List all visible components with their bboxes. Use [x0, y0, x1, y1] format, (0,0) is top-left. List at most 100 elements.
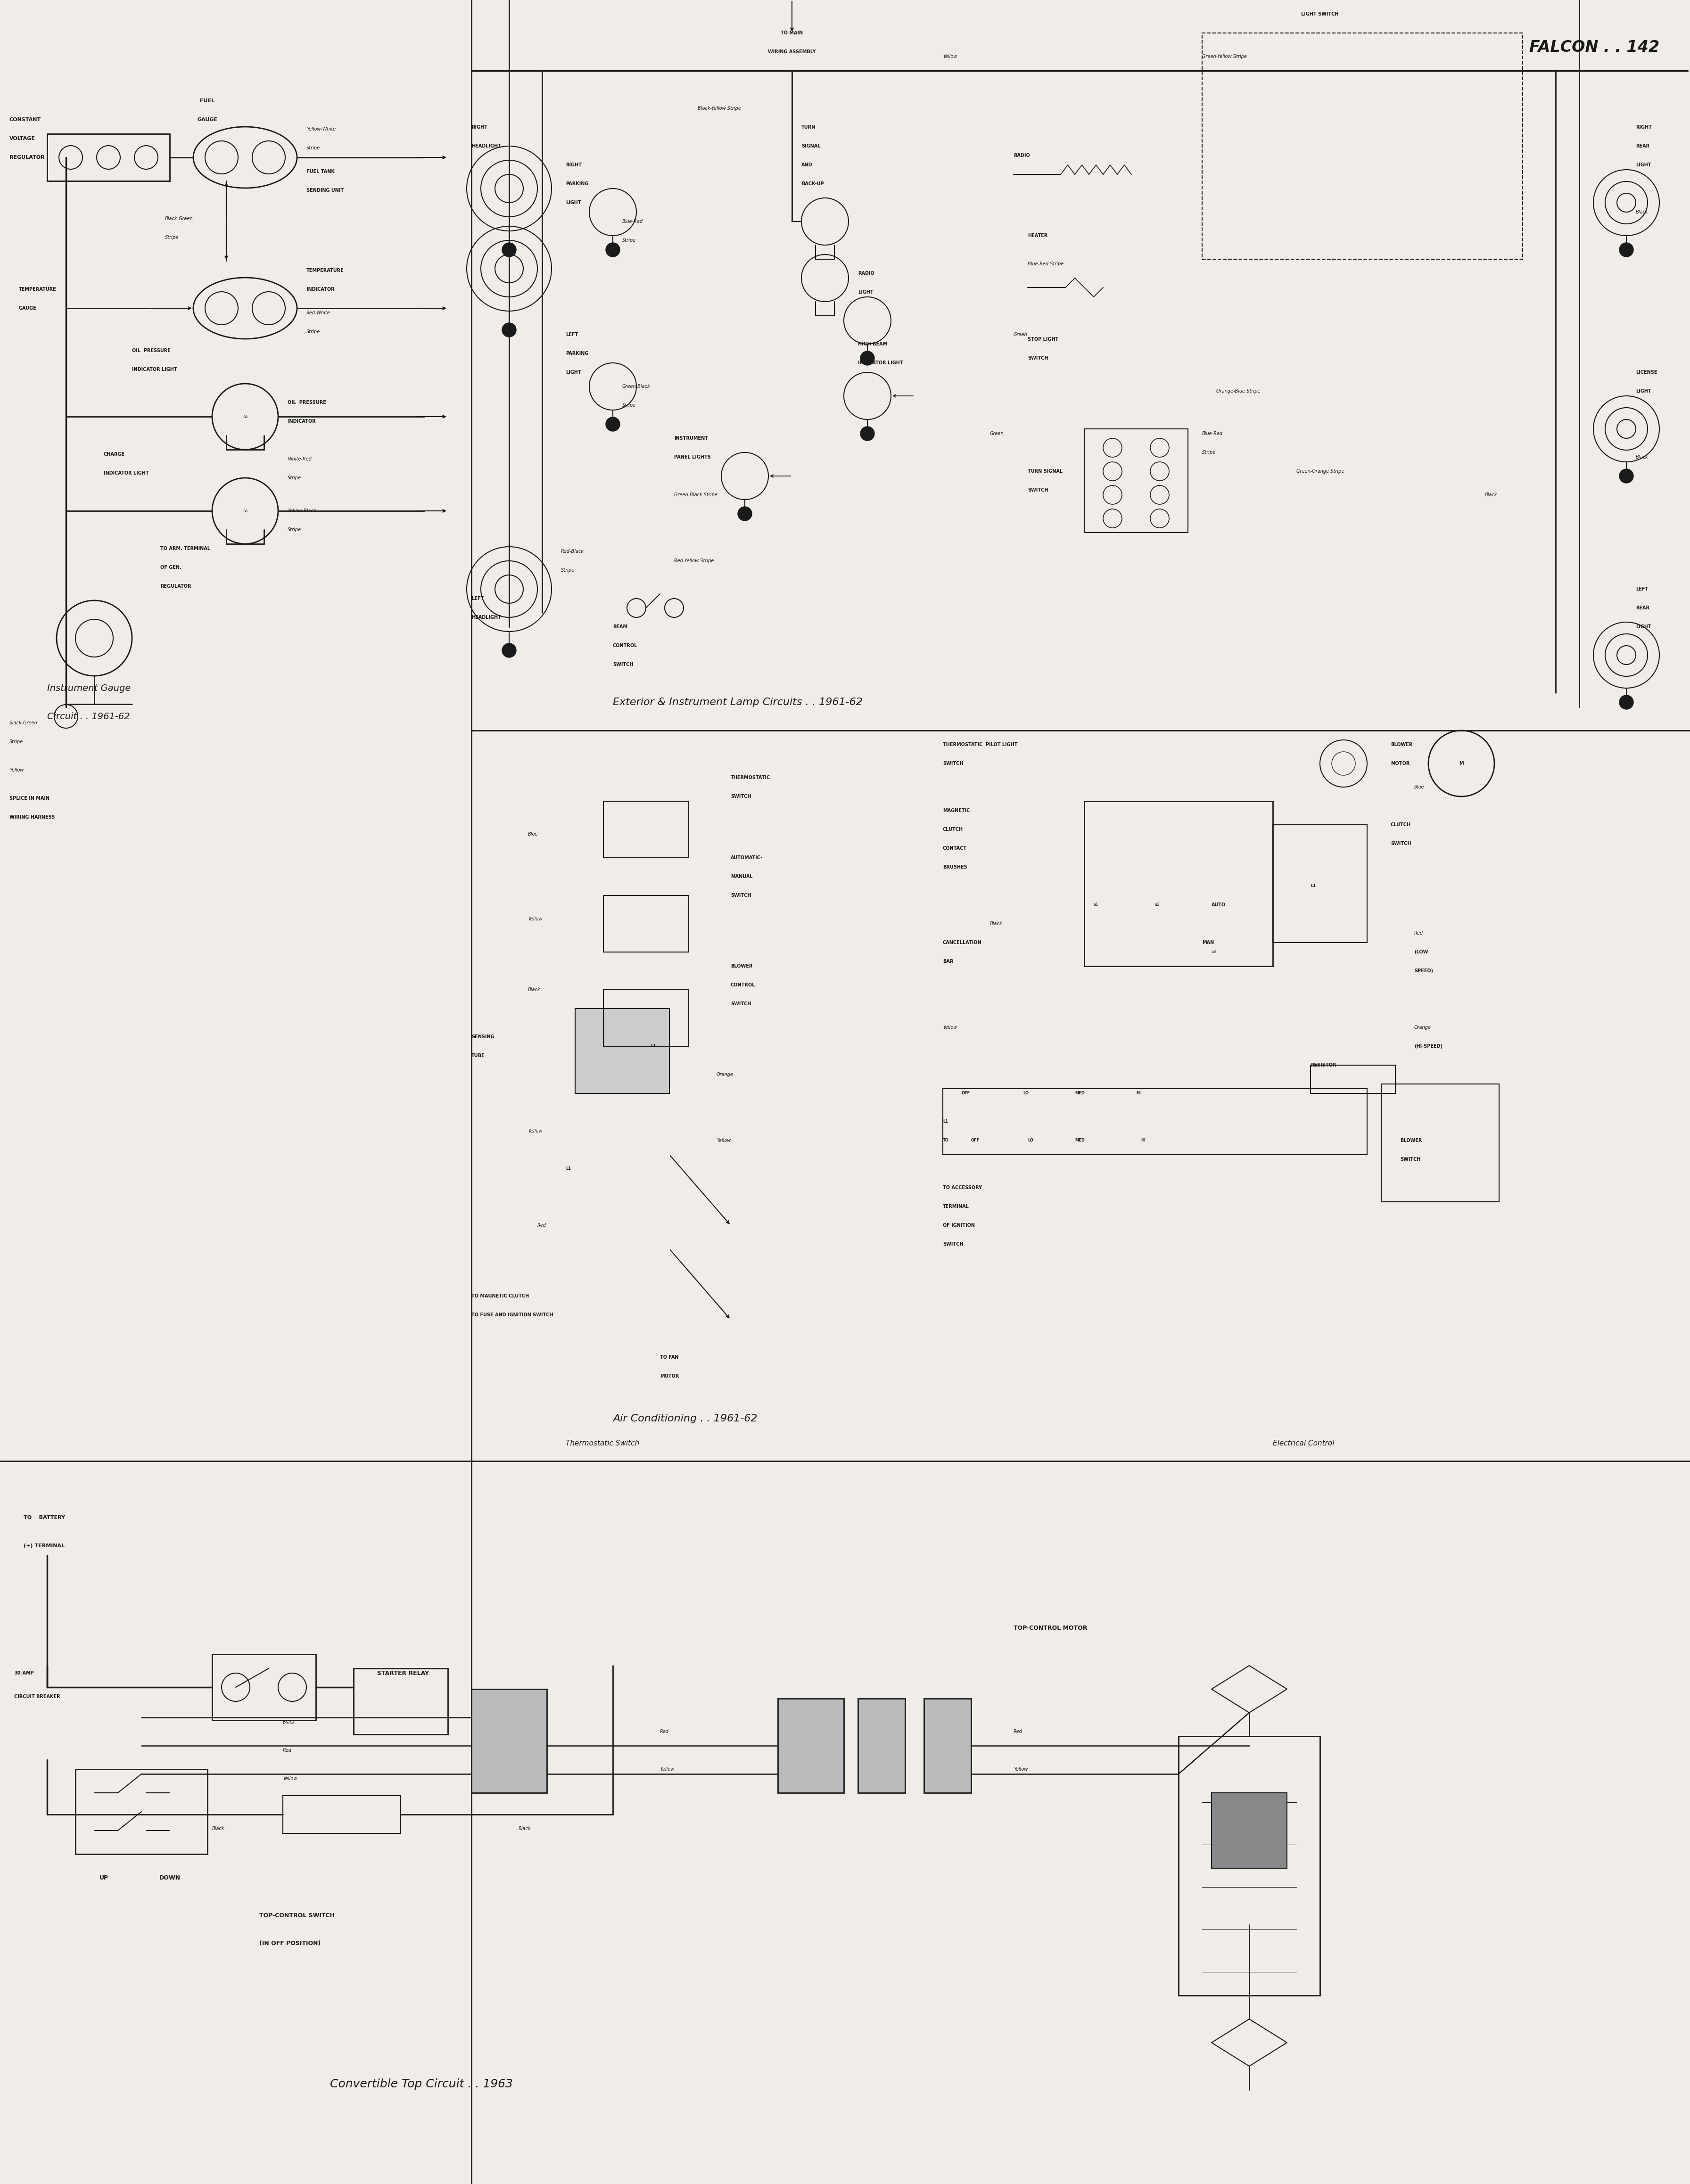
Text: RADIO: RADIO — [1014, 153, 1029, 157]
Text: Red: Red — [661, 1730, 669, 1734]
Text: CANCELLATION: CANCELLATION — [943, 941, 982, 946]
Text: OFF: OFF — [962, 1092, 970, 1096]
Circle shape — [502, 242, 515, 258]
Text: Green-Black: Green-Black — [622, 384, 651, 389]
Text: CONTACT: CONTACT — [943, 845, 967, 852]
Text: Yellow: Yellow — [10, 769, 24, 773]
Text: Yellow: Yellow — [527, 917, 542, 922]
Text: TURN: TURN — [801, 124, 816, 129]
Bar — [1310, 1066, 1396, 1094]
Bar — [575, 1009, 669, 1094]
Text: HEATER: HEATER — [1028, 234, 1048, 238]
Text: STARTER RELAY: STARTER RELAY — [377, 1671, 429, 1675]
Bar — [1381, 1083, 1499, 1201]
Text: LO: LO — [1022, 1092, 1029, 1096]
Text: HI: HI — [1141, 1138, 1146, 1142]
Text: Convertible Top Circuit . . 1963: Convertible Top Circuit . . 1963 — [330, 2079, 512, 2090]
Text: FUEL TANK: FUEL TANK — [306, 168, 335, 175]
Text: MED: MED — [1075, 1092, 1085, 1096]
Text: TO MAIN: TO MAIN — [781, 31, 803, 35]
Text: Stripe: Stripe — [561, 568, 575, 572]
Text: Black: Black — [1636, 454, 1648, 459]
Text: LO: LO — [1028, 1138, 1033, 1142]
Text: Stripe: Stripe — [622, 404, 635, 408]
Text: INDICATOR: INDICATOR — [287, 419, 316, 424]
Text: Red: Red — [537, 1223, 546, 1227]
Text: TO FAN: TO FAN — [661, 1354, 679, 1361]
Bar — [1273, 826, 1367, 943]
Text: INDICATOR LIGHT: INDICATOR LIGHT — [132, 367, 177, 371]
Text: TO ACCESSORY: TO ACCESSORY — [943, 1186, 982, 1190]
Text: HEADLIGHT: HEADLIGHT — [472, 144, 500, 149]
Text: AUTOMATIC-: AUTOMATIC- — [730, 856, 762, 860]
Text: Black: Black — [527, 987, 541, 992]
Text: L1: L1 — [1310, 885, 1317, 889]
Text: a2: a2 — [1154, 902, 1159, 906]
Text: SWITCH: SWITCH — [943, 762, 963, 767]
Text: Yellow: Yellow — [527, 1129, 542, 1133]
Text: SWITCH: SWITCH — [613, 662, 634, 666]
Text: PARKING: PARKING — [566, 352, 588, 356]
Text: TO ARM. TERMINAL: TO ARM. TERMINAL — [161, 546, 210, 550]
Text: CHARGE: CHARGE — [103, 452, 125, 456]
Text: Green-Orange Stripe: Green-Orange Stripe — [1296, 470, 1344, 474]
Text: RIGHT: RIGHT — [1636, 124, 1651, 129]
Text: (IN OFF POSITION): (IN OFF POSITION) — [259, 1942, 321, 1946]
Text: Black-Green: Black-Green — [166, 216, 193, 221]
Text: REAR: REAR — [1636, 605, 1649, 609]
Text: THERMOSTATIC  PILOT LIGHT: THERMOSTATIC PILOT LIGHT — [943, 743, 1017, 747]
Text: OF IGNITION: OF IGNITION — [943, 1223, 975, 1227]
Text: Stripe: Stripe — [287, 526, 301, 533]
Text: LIGHT: LIGHT — [859, 290, 874, 295]
Bar — [47, 133, 169, 181]
Text: Black-Green: Black-Green — [10, 721, 37, 725]
Text: OIL  PRESSURE: OIL PRESSURE — [287, 400, 326, 404]
Text: Yellow: Yellow — [661, 1767, 674, 1771]
Text: PARKING: PARKING — [566, 181, 588, 186]
Circle shape — [502, 323, 515, 336]
Text: AUTO: AUTO — [1212, 902, 1225, 906]
Text: SWITCH: SWITCH — [1399, 1158, 1421, 1162]
Text: TEMPERATURE: TEMPERATURE — [19, 286, 56, 293]
Text: Yellow-White: Yellow-White — [306, 127, 336, 131]
Text: CIRCUIT BREAKER: CIRCUIT BREAKER — [14, 1695, 61, 1699]
Text: FUEL: FUEL — [199, 98, 215, 103]
Text: Black: Black — [519, 1826, 531, 1830]
Text: Red-Yellow Stripe: Red-Yellow Stripe — [674, 559, 713, 563]
Text: BLOWER: BLOWER — [730, 963, 752, 968]
Text: SPLICE IN MAIN: SPLICE IN MAIN — [10, 795, 49, 802]
Bar — [282, 1795, 401, 1832]
Text: MOTOR: MOTOR — [661, 1374, 679, 1378]
Text: TURN SIGNAL: TURN SIGNAL — [1028, 470, 1063, 474]
Bar — [213, 1653, 316, 1721]
Text: CONTROL: CONTROL — [730, 983, 755, 987]
Text: TO FUSE AND IGNITION SWITCH: TO FUSE AND IGNITION SWITCH — [472, 1313, 553, 1317]
Text: BAR: BAR — [943, 959, 953, 963]
Text: SWITCH: SWITCH — [943, 1243, 963, 1247]
Text: TO    BATTERY: TO BATTERY — [24, 1516, 64, 1520]
Text: DOWN: DOWN — [159, 1874, 181, 1880]
Text: ω: ω — [243, 415, 247, 419]
Text: Black: Black — [1486, 494, 1497, 498]
Text: LIGHT: LIGHT — [1636, 162, 1651, 168]
Text: INDICATOR LIGHT: INDICATOR LIGHT — [103, 472, 149, 476]
Text: Red: Red — [282, 1747, 292, 1754]
Text: L1: L1 — [651, 1044, 656, 1048]
Text: INDICATOR: INDICATOR — [306, 286, 335, 293]
Circle shape — [1619, 242, 1634, 258]
Text: TUBE: TUBE — [472, 1053, 485, 1057]
Text: LEFT: LEFT — [472, 596, 483, 601]
Text: CLUTCH: CLUTCH — [943, 828, 963, 832]
Text: Stripe: Stripe — [10, 740, 24, 745]
Text: SIGNAL: SIGNAL — [801, 144, 820, 149]
Text: HIGH BEAM: HIGH BEAM — [859, 341, 887, 347]
Text: Yellow: Yellow — [1014, 1767, 1028, 1771]
Text: RESISTOR: RESISTOR — [1310, 1064, 1337, 1068]
Text: TEMPERATURE: TEMPERATURE — [306, 269, 345, 273]
Text: 30-AMP: 30-AMP — [14, 1671, 34, 1675]
Text: PANEL LIGHTS: PANEL LIGHTS — [674, 454, 711, 459]
Text: MANUAL: MANUAL — [730, 874, 752, 878]
Text: FALCON . . 142: FALCON . . 142 — [1529, 39, 1660, 55]
Text: Stripe: Stripe — [622, 238, 635, 242]
Text: WIRING HARNESS: WIRING HARNESS — [10, 815, 54, 819]
